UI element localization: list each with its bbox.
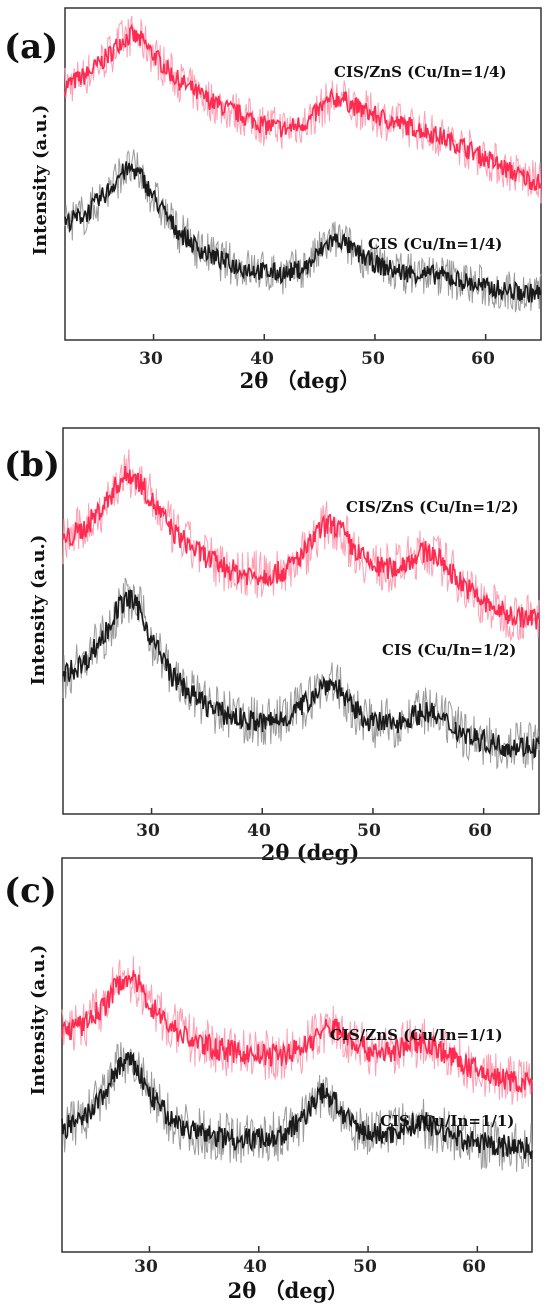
series-label-b-ciszns: CIS/ZnS (Cu/In=1/2) xyxy=(346,498,519,516)
series-label-c-cis: CIS (Cu/In=1/1) xyxy=(380,1112,514,1130)
x-tick-label-c-60: 60 xyxy=(462,1257,486,1277)
panel-c: (c) 30 40 50 60 2θ （deg） Intensity (a.u.… xyxy=(4,857,533,1303)
x-tick-label-a-60: 60 xyxy=(471,349,495,369)
x-tick-label-c-30: 30 xyxy=(134,1257,158,1277)
series-line-cis xyxy=(64,161,542,303)
x-tick-label-c-40: 40 xyxy=(243,1257,267,1277)
panel-label-b: (b) xyxy=(4,445,60,485)
series-line-ciszns xyxy=(61,970,533,1093)
x-tick-label-a-50: 50 xyxy=(361,349,385,369)
series-label-a-cis: CIS (Cu/In=1/4) xyxy=(368,235,502,253)
series-label-a-ciszns: CIS/ZnS (Cu/In=1/4) xyxy=(334,63,507,81)
series-line-ciszns xyxy=(62,466,540,630)
series-line-cis xyxy=(61,1051,533,1160)
x-axis-label-b: 2θ (deg) xyxy=(261,840,360,865)
plot-frame-c xyxy=(61,857,533,1253)
series-noise-ciszns xyxy=(62,449,540,642)
x-tick-label-a-40: 40 xyxy=(250,349,274,369)
x-tick-label-b-40: 40 xyxy=(247,821,271,841)
x-tick-label-a-30: 30 xyxy=(139,349,163,369)
series-noise-ciszns xyxy=(64,15,542,204)
plot-frame-a xyxy=(64,7,542,341)
panel-a: (a) 30 40 50 60 2θ （deg） Intensity (a.u.… xyxy=(4,7,542,393)
y-axis-label-a: Intensity (a.u.) xyxy=(30,105,51,256)
x-axis-label-a: 2θ （deg） xyxy=(240,368,361,393)
panel-label-a: (a) xyxy=(4,27,58,67)
x-tick-label-b-60: 60 xyxy=(468,821,492,841)
x-tick-label-b-30: 30 xyxy=(136,821,160,841)
series-label-c-ciszns: CIS/ZnS (Cu/In=1/1) xyxy=(330,1026,503,1044)
series-line-ciszns xyxy=(64,23,542,191)
x-axis-label-c: 2θ （deg） xyxy=(228,1278,349,1303)
panel-label-c: (c) xyxy=(4,871,57,911)
series-line-cis xyxy=(62,589,540,759)
panel-b: (b) 30 40 50 60 2θ (deg) Intensity (a.u.… xyxy=(4,427,540,865)
series-noise-cis xyxy=(64,149,542,313)
plot-area-b xyxy=(62,449,540,814)
x-tick-label-c-50: 50 xyxy=(353,1257,377,1277)
y-axis-label-c: Intensity (a.u.) xyxy=(28,945,49,1096)
y-axis-label-b: Intensity (a.u.) xyxy=(28,535,49,686)
x-tick-label-b-50: 50 xyxy=(357,821,381,841)
plot-area-a xyxy=(64,15,542,340)
plot-area-c xyxy=(61,956,533,1252)
series-label-b-cis: CIS (Cu/In=1/2) xyxy=(382,641,516,659)
